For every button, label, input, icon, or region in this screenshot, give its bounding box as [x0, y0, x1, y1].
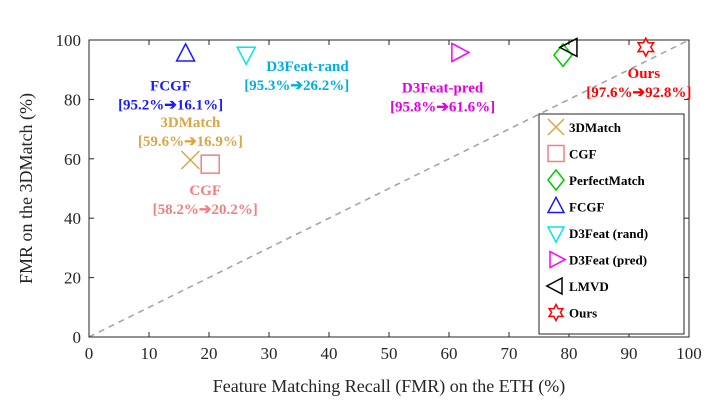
- legend-marker-perfectmatch: [547, 168, 565, 192]
- annotation-d3feat-pred-name: D3Feat-pred: [402, 80, 484, 96]
- x-axis-label: Feature Matching Recall (FMR) on the ETH…: [213, 376, 565, 397]
- data-markers: [175, 36, 655, 174]
- x-tick-label: 0: [85, 344, 94, 363]
- annotation-d3feat-rand-name: D3Feat-rand: [266, 59, 349, 75]
- legend-label-cgf: CGF: [569, 147, 597, 162]
- y-tick-label: 80: [64, 90, 81, 109]
- y-axis: 0 20 40 60 80 100: [56, 31, 689, 347]
- legend-label-3dmatch: 3DMatch: [569, 120, 622, 135]
- x-tick-label: 50: [381, 344, 398, 363]
- legend-marker-d3feat-rand: [546, 226, 566, 244]
- legend-marker-3dmatch: [547, 118, 565, 136]
- legend: 3DMatch CGF PerfectMatch FCGF D3Feat (rand) D…: [538, 113, 685, 335]
- annotations: FCGF [95.2%➔16.1%] D3Feat-rand [95.3%➔26.2%…: [118, 59, 691, 218]
- legend-marker-cgf: [547, 144, 565, 163]
- marker-d3feat-pred: [451, 42, 471, 63]
- x-tick-label: 40: [321, 344, 338, 363]
- x-tick-label: 30: [261, 344, 278, 363]
- marker-d3feat-rand: [235, 46, 257, 66]
- x-tick-label: 90: [621, 344, 638, 363]
- x-tick-label: 100: [676, 344, 702, 363]
- annotation-cgf-name: CGF: [189, 183, 221, 199]
- marker-3dmatch: [180, 150, 200, 170]
- annotation-cgf-range: [58.2%➔20.2%]: [153, 202, 258, 218]
- annotation-ours-range: [97.6%➔92.8%]: [586, 85, 691, 101]
- legend-label-lmvd: LMVD: [569, 279, 609, 294]
- legend-label-d3feat-rand: D3Feat (rand): [569, 226, 648, 241]
- annotation-3dmatch-range: [59.6%➔16.9%]: [138, 134, 243, 150]
- x-tick-label: 70: [501, 344, 518, 363]
- reference-diagonal-line: [88, 39, 690, 338]
- annotation-d3feat-rand-range: [95.3%➔26.2%]: [244, 78, 349, 94]
- legend-label-perfectmatch: PerfectMatch: [569, 173, 646, 188]
- y-axis-label: FMR on the 3DMatch (%): [16, 93, 37, 284]
- x-tick-label: 80: [561, 344, 578, 363]
- legend-marker-ours: [547, 302, 565, 323]
- x-tick-label: 60: [441, 344, 458, 363]
- annotation-fcgf-name: FCGF: [150, 78, 191, 94]
- legend-marker-lmvd: [545, 276, 563, 296]
- marker-ours: [636, 36, 655, 58]
- x-tick-label: 10: [141, 344, 158, 363]
- annotation-3dmatch-name: 3DMatch: [160, 115, 221, 131]
- marker-lmvd: [558, 37, 578, 58]
- legend-label-fcgf: FCGF: [569, 200, 604, 215]
- y-tick-label: 20: [64, 269, 81, 288]
- marker-fcgf: [175, 42, 196, 62]
- legend-label-ours: Ours: [569, 306, 597, 321]
- marker-cgf: [200, 154, 220, 174]
- legend-label-d3feat-pred: D3Feat (pred): [569, 253, 647, 268]
- y-tick-label: 60: [64, 150, 81, 169]
- annotation-d3feat-pred-range: [95.8%➔61.6%]: [390, 99, 495, 115]
- x-tick-label: 20: [201, 344, 218, 363]
- legend-box: [538, 113, 685, 335]
- legend-marker-fcgf: [546, 195, 566, 214]
- y-tick-label: 100: [56, 31, 82, 50]
- annotation-ours-name: Ours: [628, 66, 661, 82]
- y-tick-label: 40: [64, 209, 81, 228]
- legend-marker-d3feat-pred: [549, 250, 567, 269]
- annotation-fcgf-range: [95.2%➔16.1%]: [118, 97, 223, 113]
- x-axis: 0 10 20 30 40 50 60 70 80 90 100: [85, 40, 702, 363]
- y-tick-label: 0: [73, 328, 82, 347]
